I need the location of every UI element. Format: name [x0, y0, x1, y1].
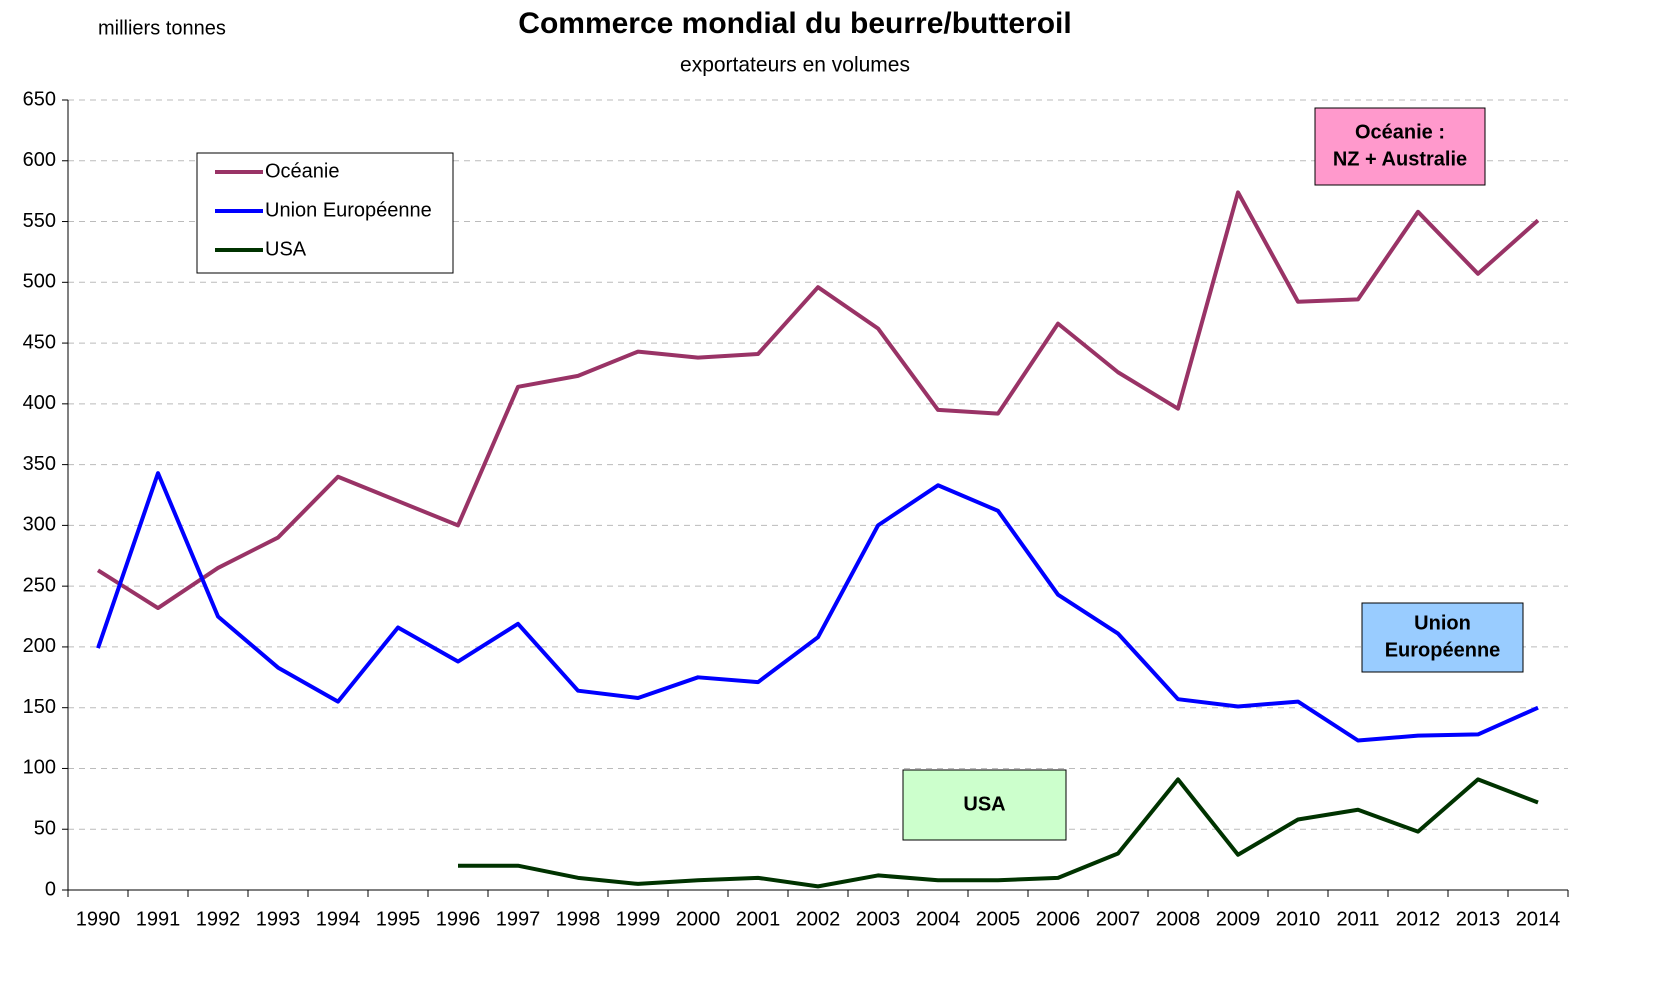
- annotation-text: Union: [1414, 612, 1471, 634]
- annotation-box: [1314, 107, 1486, 186]
- x-tick-label: 1996: [436, 908, 481, 930]
- y-tick-label: 250: [23, 574, 56, 596]
- x-tick-label: 1994: [316, 908, 361, 930]
- x-tick-label: 2001: [736, 908, 781, 930]
- legend-label: USA: [265, 238, 307, 260]
- series-line: [458, 777, 1539, 889]
- x-tick-label: 2012: [1396, 908, 1441, 930]
- y-tick-label: 600: [23, 149, 56, 171]
- y-tick-label: 350: [23, 453, 56, 475]
- x-tick-label: 2007: [1096, 908, 1141, 930]
- legend-label: Océanie: [265, 160, 340, 182]
- y-tick-label: 450: [23, 331, 56, 353]
- x-tick-label: 2014: [1516, 908, 1561, 930]
- annotation-text: Océanie :: [1355, 121, 1445, 143]
- x-tick-label: 1993: [256, 908, 301, 930]
- x-tick-label: 2006: [1036, 908, 1081, 930]
- x-tick-label: 2005: [976, 908, 1021, 930]
- x-tick-label: 2008: [1156, 908, 1201, 930]
- x-tick-label: 1992: [196, 908, 241, 930]
- chart-title: Commerce mondial du beurre/butteroil: [518, 7, 1071, 40]
- series-line: [96, 190, 1540, 611]
- annotation-text: USA: [963, 793, 1005, 815]
- series-line: [96, 471, 1539, 743]
- annotation-text: Européenne: [1385, 639, 1501, 661]
- y-tick-label: 300: [23, 514, 56, 536]
- y-axis-label: milliers tonnes: [98, 17, 226, 39]
- y-tick-label: 650: [23, 88, 56, 110]
- y-tick-label: 0: [45, 878, 56, 900]
- y-tick-label: 100: [23, 757, 56, 779]
- y-tick-label: 550: [23, 210, 56, 232]
- annotation-text: NZ + Australie: [1333, 148, 1467, 170]
- x-tick-label: 2009: [1216, 908, 1261, 930]
- x-tick-label: 1997: [496, 908, 541, 930]
- x-tick-label: 2010: [1276, 908, 1321, 930]
- annotation-box: [902, 769, 1067, 841]
- x-tick-label: 1999: [616, 908, 661, 930]
- chart-subtitle: exportateurs en volumes: [680, 54, 910, 77]
- y-tick-label: 400: [23, 392, 56, 414]
- x-tick-label: 1998: [556, 908, 601, 930]
- legend-label: Union Européenne: [265, 199, 432, 221]
- x-tick-label: 1995: [376, 908, 421, 930]
- x-tick-label: 1991: [136, 908, 181, 930]
- y-tick-label: 150: [23, 696, 56, 718]
- y-tick-label: 500: [23, 271, 56, 293]
- x-tick-label: 2013: [1456, 908, 1501, 930]
- x-tick-label: 2003: [856, 908, 901, 930]
- annotation-box: [1361, 602, 1524, 673]
- x-tick-label: 2004: [916, 908, 961, 930]
- x-tick-label: 2011: [1336, 908, 1379, 930]
- x-tick-label: 2002: [796, 908, 841, 930]
- x-tick-label: 1990: [76, 908, 121, 930]
- y-tick-label: 50: [34, 818, 56, 840]
- y-tick-label: 200: [23, 635, 56, 657]
- x-tick-label: 2000: [676, 908, 721, 930]
